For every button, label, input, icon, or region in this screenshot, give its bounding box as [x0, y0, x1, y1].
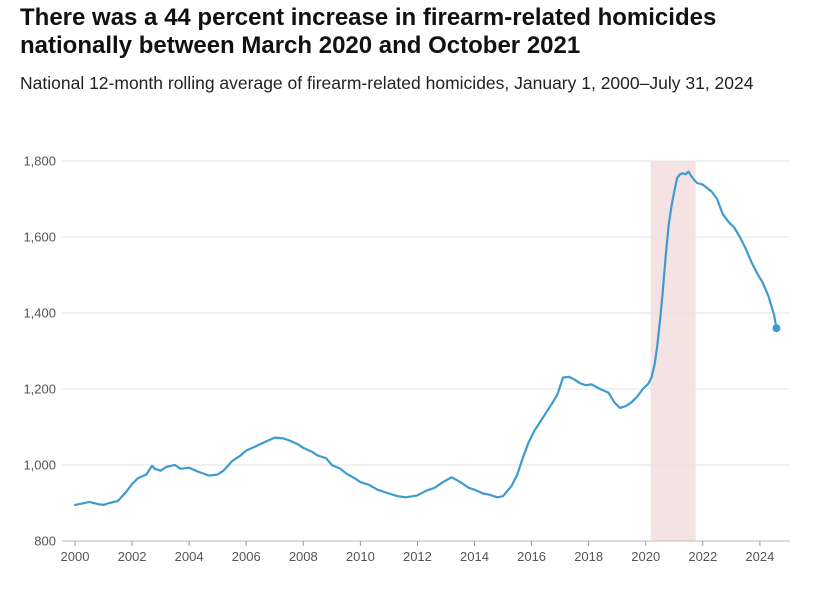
- x-tick-label: 2010: [346, 549, 375, 564]
- y-tick-label: 1,400: [23, 306, 56, 321]
- y-tick-label: 1,600: [23, 230, 56, 245]
- x-tick-label: 2014: [460, 549, 489, 564]
- x-tick-label: 2018: [574, 549, 603, 564]
- highlight-layer: [650, 161, 696, 541]
- y-tick-label: 1,200: [23, 382, 56, 397]
- chart-subtitle: National 12-month rolling average of fir…: [20, 73, 754, 93]
- axis-layer: 800 1,000 1,200 1,400 1,600 1,800 2000 2002 2004…: [23, 154, 774, 565]
- highlight-band: [650, 161, 696, 541]
- x-tick-label: 2024: [745, 549, 774, 564]
- y-tick-label: 1,000: [23, 458, 56, 473]
- series-line: [73, 170, 778, 506]
- x-tick-label: 2022: [688, 549, 717, 564]
- grid-layer: [62, 160, 790, 542]
- x-tick-label: 2012: [403, 549, 432, 564]
- y-tick-label: 800: [34, 534, 56, 549]
- x-tick-label: 2008: [289, 549, 318, 564]
- x-tick-label: 2016: [517, 549, 546, 564]
- x-tick-label: 2020: [631, 549, 660, 564]
- chart-title: There was a 44 percent increase in firea…: [20, 4, 717, 59]
- series-endpoint: [772, 324, 781, 333]
- x-tick-label: 2004: [175, 549, 204, 564]
- x-tick-label: 2006: [232, 549, 261, 564]
- series-layer: [73, 170, 781, 506]
- x-tick-label: 2000: [61, 549, 90, 564]
- x-tick-label: 2002: [118, 549, 147, 564]
- y-tick-label: 1,800: [23, 154, 56, 169]
